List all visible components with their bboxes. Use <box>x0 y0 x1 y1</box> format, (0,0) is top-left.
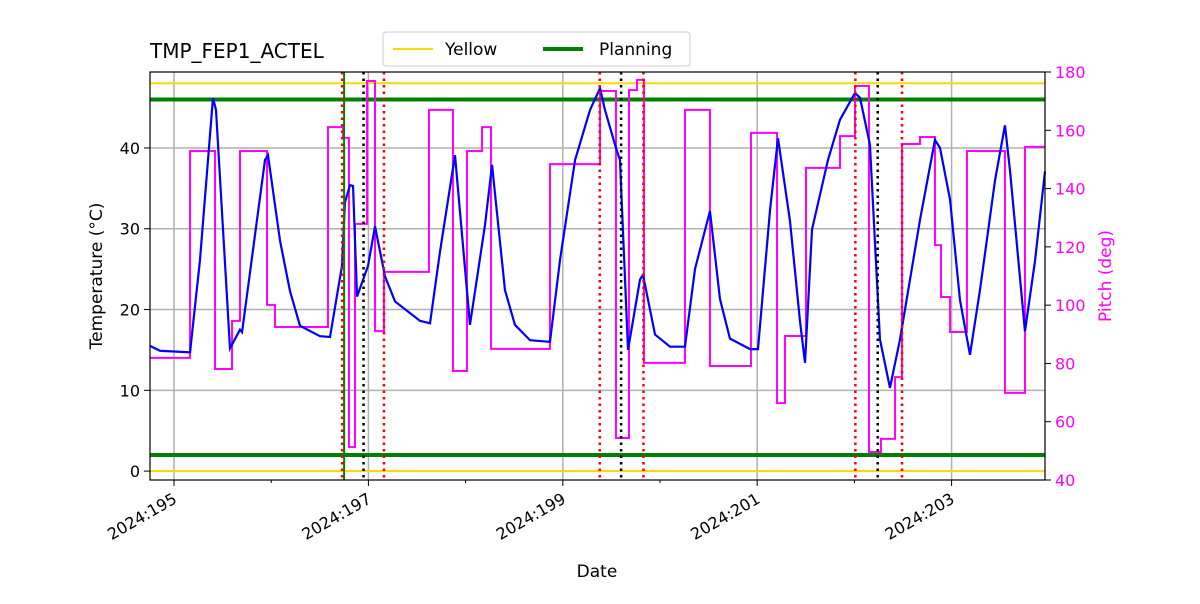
y2-tick-label: 160 <box>1055 121 1086 140</box>
y-tick-label: 20 <box>120 301 140 320</box>
x-axis-label: Date <box>577 562 618 582</box>
y2-tick-label: 80 <box>1055 354 1075 373</box>
y-tick-label: 10 <box>120 381 140 400</box>
y-tick-label: 30 <box>120 220 140 239</box>
legend-label-yellow: Yellow <box>444 40 497 60</box>
limit-lines <box>150 82 1045 473</box>
x-tick-label: 2024:203 <box>882 489 958 544</box>
legend: Yellow Planning <box>382 31 691 67</box>
y2-tick-label: 40 <box>1055 471 1075 490</box>
y-axis-label: Temperature (°C) <box>87 203 107 351</box>
event-lines <box>340 72 904 480</box>
y2-tick-label: 140 <box>1055 180 1086 199</box>
legend-box <box>382 31 691 67</box>
y-tick-label: 40 <box>120 139 140 158</box>
y2-axis-label: Pitch (deg) <box>1096 230 1116 322</box>
x-tick-label: 2024:201 <box>687 489 763 544</box>
legend-label-planning: Planning <box>599 40 672 60</box>
y2-tick-label: 100 <box>1055 296 1086 315</box>
x-tick-label: 2024:199 <box>493 489 569 544</box>
temperature-line <box>149 84 1047 389</box>
pitch-line <box>150 78 1045 454</box>
y2-tick-label: 120 <box>1055 238 1086 257</box>
y2-tick-label: 60 <box>1055 413 1075 432</box>
y-tick-label: 0 <box>130 462 140 481</box>
plot-frame <box>149 71 1046 481</box>
x-tick-label: 2024:197 <box>299 489 375 544</box>
chart-title: TMP_FEP1_ACTEL <box>149 39 325 63</box>
x-tick-label: 2024:195 <box>104 489 180 544</box>
y2-tick-label: 180 <box>1055 63 1086 82</box>
series <box>149 78 1047 454</box>
